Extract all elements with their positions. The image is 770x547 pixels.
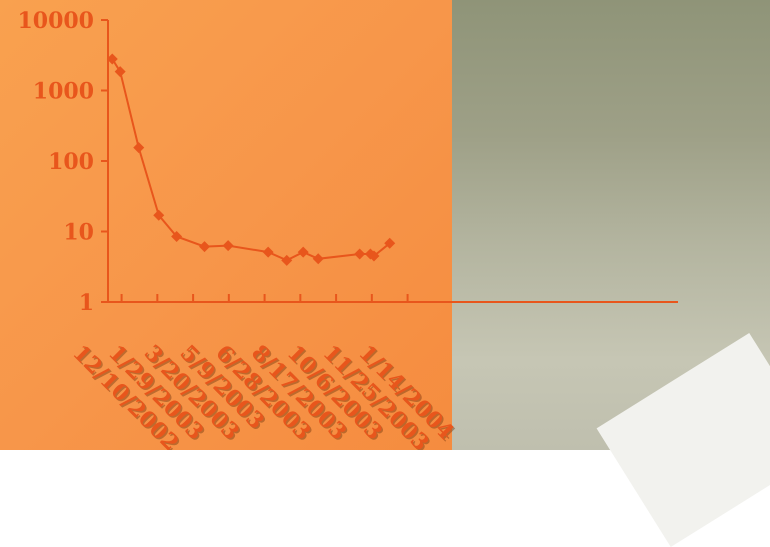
data-point: [368, 250, 380, 262]
data-point: [297, 246, 309, 258]
data-point: [312, 253, 324, 265]
background-orange: [0, 0, 452, 450]
y-tick-label: 100: [48, 149, 94, 175]
data-point: [171, 230, 183, 242]
data-point: [133, 142, 145, 154]
x-ticks: 12/10/200212/10/20021/29/20031/29/20033/…: [67, 294, 460, 450]
background-photo: [452, 0, 770, 450]
series-markers: [106, 53, 396, 266]
data-point: [106, 53, 118, 65]
chart: 10000 1000 100 10 1 12/10/200212/10/20021/29…: [17, 8, 678, 450]
data-point: [114, 66, 126, 78]
y-ticks: 10000 1000 100 10 1: [17, 8, 108, 316]
y-tick-label: 10: [63, 220, 94, 246]
data-point: [222, 240, 234, 252]
data-point: [262, 246, 274, 258]
y-tick-label: 1: [79, 290, 94, 316]
data-point: [199, 241, 211, 253]
series-line: [111, 58, 391, 262]
y-tick-label: 1000: [33, 79, 94, 105]
y-tick-label: 10000: [17, 8, 94, 34]
data-point: [354, 248, 366, 260]
data-point: [281, 254, 293, 266]
data-point: [384, 237, 396, 249]
data-point: [153, 209, 165, 221]
data-point: [364, 248, 376, 260]
